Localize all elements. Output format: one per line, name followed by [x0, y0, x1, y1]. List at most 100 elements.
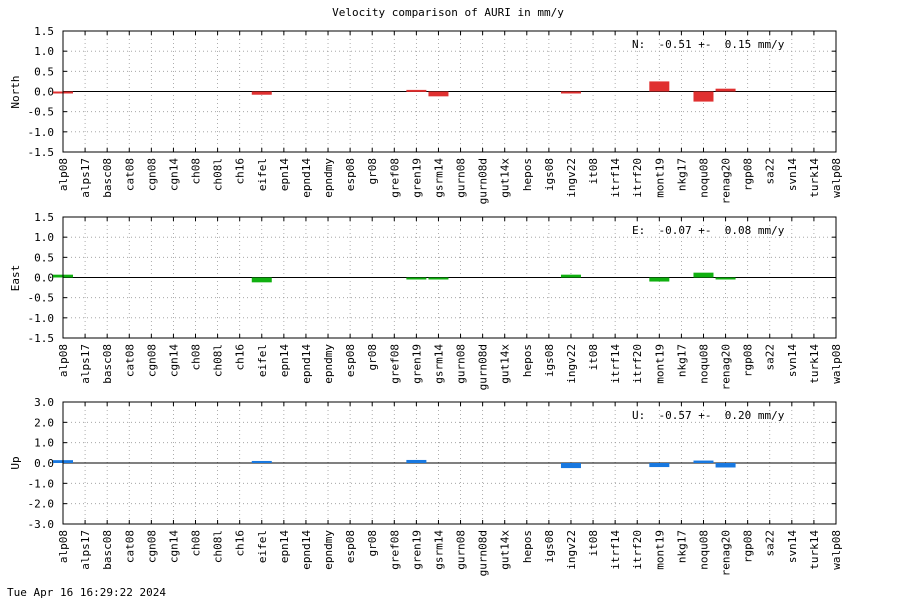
panel-up-ylabel: Up [9, 456, 22, 469]
panel-up-xtick-label: itrf14 [609, 530, 622, 570]
panel-north-bar-renag20 [715, 88, 736, 92]
panel-east-xtick-label: rgp08 [742, 344, 755, 377]
panel-north-bar-noqu08 [693, 91, 714, 102]
panel-up-xtick-label: sa22 [764, 530, 777, 557]
panel-up-bar-renag20 [715, 463, 736, 468]
panel-east-xtick-label: ch16 [234, 344, 247, 371]
panel-north-xtick-label: rgp08 [742, 158, 755, 191]
panel-up-bar-ingv22 [560, 463, 581, 469]
panel-east-xtick-label: gref08 [388, 344, 401, 384]
panel-up-xtick-label: noqu08 [697, 530, 710, 570]
panel-up-ytick-label: -1.0 [28, 477, 55, 490]
panel-up-xtick-label: gr08 [366, 530, 379, 557]
panel-north-xtick-label: cgn08 [145, 158, 158, 191]
panel-up-xtick-label: walp08 [830, 530, 843, 570]
panel-up-xtick-label: itrf20 [631, 530, 644, 570]
panel-east-xtick-label: gren19 [410, 344, 423, 384]
panel-up-xtick-label: hepos [521, 530, 534, 563]
panel-east-xtick-label: ch08l [212, 344, 225, 377]
panel-east-xtick-label: it08 [587, 344, 600, 371]
panel-up-xtick-label: cgn08 [145, 530, 158, 563]
panel-up-xtick-label: alps17 [79, 530, 92, 570]
panel-east-xtick-label: mont19 [653, 344, 666, 384]
panel-east-xtick-label: itrf20 [631, 344, 644, 384]
panel-north-xtick-label: nkg17 [675, 158, 688, 191]
panel-east-ytick-label: -1.0 [28, 312, 55, 325]
panel-east-bar-eifel [251, 277, 272, 283]
panel-up-frame [62, 401, 837, 525]
panel-east-xtick-label: cgn14 [167, 344, 180, 377]
panel-north-xtick-label: gurn08d [477, 158, 490, 204]
panel-north-xtick-label: cat08 [123, 158, 136, 191]
panel-east-ytick-label: -0.5 [28, 292, 55, 305]
panel-up-xtick-label: epn14 [278, 530, 291, 563]
panel-east-ytick-label: 0.5 [34, 251, 54, 264]
panel-north-xtick-label: alps17 [79, 158, 92, 198]
panel-north-xtick-label: ch08 [190, 158, 203, 185]
panel-up-ytick-label: 1.0 [34, 437, 54, 450]
panel-east-bar-ingv22 [560, 274, 581, 278]
panel-up-ytick-label: 0.0 [34, 457, 54, 470]
chart-title: Velocity comparison of AURI in mm/y [332, 6, 564, 19]
panel-up-xtick-label: epnd14 [300, 530, 313, 570]
panel-north-xtick-label: gref08 [388, 158, 401, 198]
panel-east-annotation: E: -0.07 +- 0.08 mm/y [632, 224, 785, 237]
panel-east-xtick-label: walp08 [830, 344, 843, 384]
panel-east-xtick-label: itrf14 [609, 344, 622, 384]
panel-north-xtick-label: gurn08 [455, 158, 468, 198]
panel-east-bar-renag20 [715, 277, 736, 280]
panel-up-bar-gren19 [406, 459, 427, 463]
panel-east-ytick-label: 1.0 [34, 231, 54, 244]
panel-north-ytick-label: 1.0 [34, 45, 54, 58]
panel-up-xtick-label: rgp08 [742, 530, 755, 563]
panel-north-bar-gsrm14 [428, 91, 449, 97]
panel-up-bar-mont19 [649, 463, 670, 468]
panel-north-bar-ingv22 [560, 91, 581, 94]
panel-north-frame [62, 30, 837, 153]
panel-east-bar-gsrm14 [428, 277, 449, 280]
panel-up-xtick-label: it08 [587, 530, 600, 557]
panel-up-ytick-label: -3.0 [28, 518, 55, 531]
panel-north-xtick-label: ch16 [234, 158, 247, 185]
panel-north-ytick-label: -0.5 [28, 106, 55, 119]
panel-east-xtick-label: epn14 [278, 344, 291, 377]
panel-east-xtick-label: nkg17 [675, 344, 688, 377]
panel-north-xtick-label: esp08 [344, 158, 357, 191]
panel-north-xtick-label: epnd14 [300, 158, 313, 198]
panel-east-xtick-label: ingv22 [565, 344, 578, 384]
panel-east-ytick-label: 0.0 [34, 272, 54, 285]
panel-east-frame [62, 216, 837, 339]
panel-north-xtick-label: epn14 [278, 158, 291, 191]
panel-up-xtick-label: turk14 [808, 530, 821, 570]
panel-up-xtick-label: ch16 [234, 530, 247, 557]
panel-up-bar-noqu08 [693, 460, 714, 463]
panel-up-xtick-label: igs08 [543, 530, 556, 563]
panel-north-xtick-label: itrf20 [631, 158, 644, 198]
panel-north-xtick-label: ch08l [212, 158, 225, 191]
panel-up-xtick-label: gsrm14 [432, 530, 445, 570]
panel-east-xtick-label: alp08 [57, 344, 70, 377]
panel-up-bar-eifel [251, 460, 272, 463]
panel-east-ytick-label: 1.5 [34, 211, 54, 224]
panel-up-xtick-label: gut14x [499, 530, 512, 570]
panel-east-xtick-label: gurn08d [477, 344, 490, 390]
panel-north-xtick-label: gsrm14 [432, 158, 445, 198]
panel-east-xtick-label: ch08 [190, 344, 203, 371]
panel-up-xtick-label: gurn08d [477, 530, 490, 576]
panel-north-xtick-label: noqu08 [697, 158, 710, 198]
timestamp: Tue Apr 16 16:29:22 2024 [7, 586, 166, 599]
panel-east-xtick-label: basc08 [101, 344, 114, 384]
panel-east-xtick-label: epndmy [322, 344, 335, 384]
panel-north-ytick-label: -1.5 [28, 146, 55, 159]
panel-east-xtick-label: eifel [256, 344, 269, 377]
panel-north-xtick-label: igs08 [543, 158, 556, 191]
panel-north-xtick-label: turk14 [808, 158, 821, 198]
panel-east-xtick-label: gsrm14 [432, 344, 445, 384]
panel-east-bar-mont19 [649, 277, 670, 282]
panel-north-ytick-label: 0.0 [34, 86, 54, 99]
panel-up-xtick-label: ch08 [190, 530, 203, 557]
panel-up-ytick-label: -2.0 [28, 498, 55, 511]
panel-up-xtick-label: cgn14 [167, 530, 180, 563]
panel-up-xtick-label: epndmy [322, 530, 335, 570]
